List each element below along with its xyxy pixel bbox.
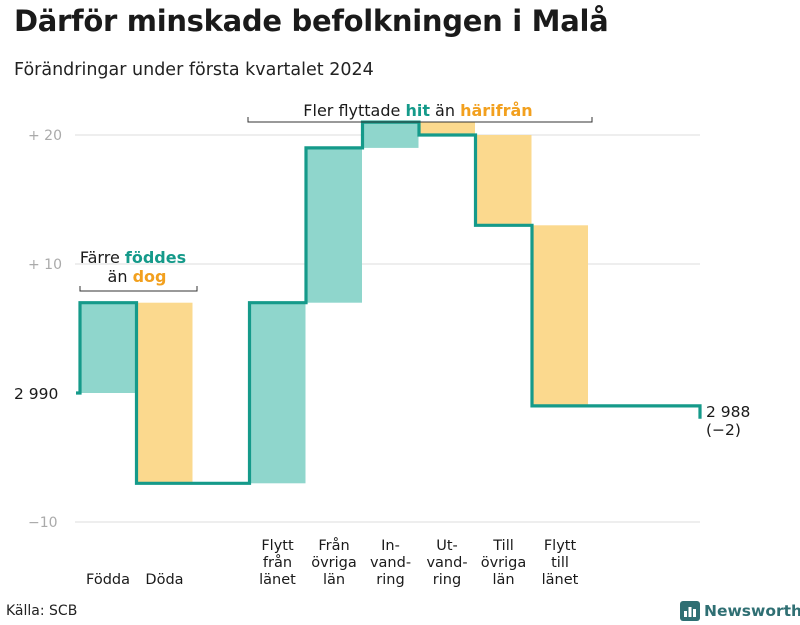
x-category-label: länet <box>542 572 579 588</box>
chart-subtitle: Förändringar under första kvartalet 2024 <box>14 60 374 80</box>
x-category-label: övriga <box>481 555 527 571</box>
x-category-label: ring <box>433 572 461 588</box>
source-note: Källa: SCB <box>6 603 78 619</box>
x-category-label: län <box>323 572 345 588</box>
line-layer <box>76 120 702 485</box>
waterfall-bar <box>532 225 588 406</box>
births-annotation-line2: än dog <box>108 267 167 286</box>
bar-chart-icon <box>680 601 700 621</box>
x-category-label: län <box>492 572 514 588</box>
x-category-label: Flytt <box>261 538 294 554</box>
y-tick-label: −10 <box>28 515 58 531</box>
x-category-label: Ut- <box>436 538 458 554</box>
y-tick-label: + 20 <box>28 128 62 144</box>
x-category-label: övriga <box>311 555 357 571</box>
brand-name: Newsworthy <box>704 602 800 620</box>
births-annotation-line1: Färre föddes <box>80 248 186 267</box>
x-category-label: In- <box>381 538 400 554</box>
x-category-label: vand- <box>370 555 411 571</box>
chart-title: Därför minskade befolkningen i Malå <box>14 4 609 38</box>
x-category-label: vand- <box>426 555 467 571</box>
end-value-label: 2 988 <box>706 403 750 421</box>
label-layer: Födda DödaFlyttfrånlänetFrånövrigalänIn-v… <box>14 385 750 588</box>
x-category-label: till <box>551 555 569 571</box>
end-change-label: (−2) <box>706 421 741 439</box>
waterfall-bar <box>136 302 193 484</box>
waterfall-bar <box>475 135 532 226</box>
population-step-line <box>76 120 702 485</box>
x-category-label: Till <box>492 538 514 554</box>
waterfall-bar <box>80 302 136 393</box>
brand-logo[interactable]: Newsworthy <box>680 601 800 621</box>
bar-layer <box>80 122 588 484</box>
start-value-label: 2 990 <box>14 385 58 403</box>
y-tick-label: + 10 <box>28 257 62 273</box>
x-category-label: Från <box>318 537 349 554</box>
waterfall-bar <box>249 302 306 484</box>
waterfall-bar <box>362 122 419 148</box>
x-category-label: Flytt <box>544 538 577 554</box>
x-category-label: från <box>263 554 292 571</box>
x-category-label: ring <box>376 572 404 588</box>
x-category-label: Döda <box>145 572 183 588</box>
waterfall-bar <box>419 122 475 135</box>
migration-bracket <box>247 117 593 123</box>
births-bracket <box>79 286 198 292</box>
waterfall-bar <box>306 147 362 303</box>
x-category-label: Födda <box>86 572 130 588</box>
migration-annotation: Fler flyttade hit än härifrån <box>303 101 532 120</box>
x-category-label: länet <box>259 572 296 588</box>
